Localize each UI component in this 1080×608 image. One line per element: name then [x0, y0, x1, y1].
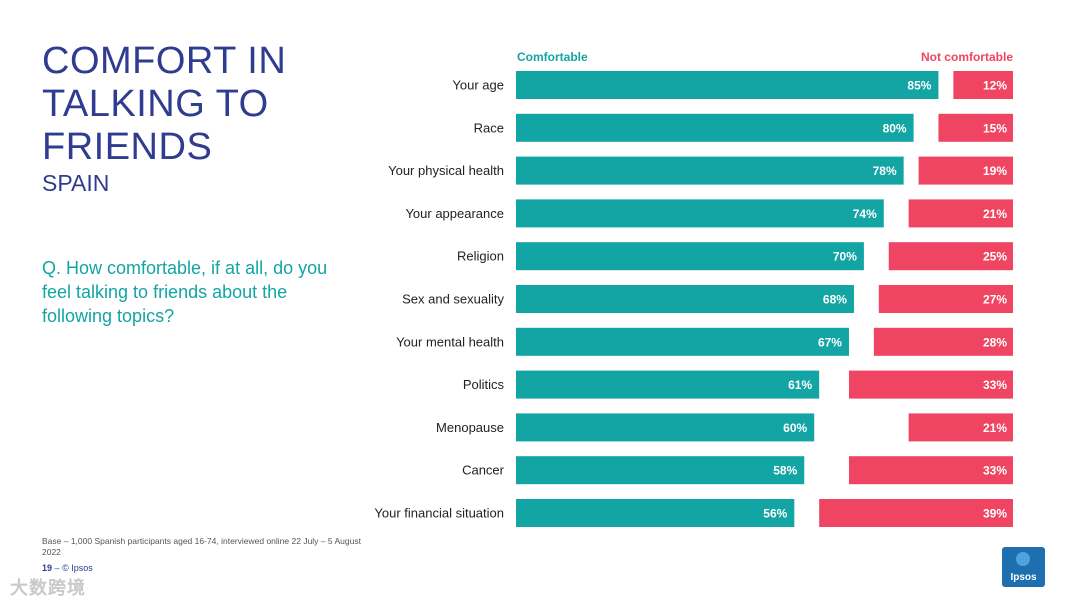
slide-subtitle: SPAIN	[42, 170, 110, 196]
comfortable-value-label: 85%	[907, 79, 931, 93]
slide-title: COMFORT IN TALKING TO FRIENDS	[42, 40, 287, 168]
category-label: Your physical health	[388, 163, 504, 178]
comfortable-value-label: 56%	[763, 507, 787, 521]
comfortable-bar	[516, 456, 805, 485]
page-number: 19	[42, 563, 53, 573]
category-label: Religion	[457, 249, 504, 264]
not-comfortable-bar	[938, 113, 1013, 142]
not-comfortable-value-label: 28%	[983, 335, 1007, 349]
not-comfortable-bar	[918, 156, 1013, 185]
not-comfortable-value-label: 19%	[983, 164, 1007, 178]
ipsos-logo: Ipsos	[1002, 547, 1045, 587]
category-label: Politics	[463, 377, 505, 392]
comfortable-bar	[516, 327, 849, 356]
comfortable-bar	[516, 285, 854, 313]
not-comfortable-value-label: 21%	[983, 207, 1007, 221]
copyright: © Ipsos	[62, 563, 93, 573]
not-comfortable-bar	[848, 370, 1013, 399]
comfortable-bar	[516, 113, 914, 142]
footer-separator: –	[54, 563, 60, 573]
comfortable-bar	[516, 199, 884, 228]
category-label: Menopause	[436, 420, 504, 435]
not-comfortable-bar	[848, 456, 1013, 485]
not-comfortable-bar	[873, 327, 1013, 356]
comfortable-bar	[516, 71, 939, 99]
category-label: Cancer	[462, 463, 505, 478]
comfortable-value-label: 80%	[883, 121, 907, 135]
not-comfortable-bar	[819, 499, 1013, 527]
category-label: Race	[474, 120, 504, 135]
category-label: Your financial situation	[374, 506, 504, 521]
base-note: Base – 1,000 Spanish participants aged 1…	[42, 536, 361, 557]
category-label: Your age	[452, 78, 504, 93]
not-comfortable-value-label: 25%	[983, 250, 1007, 264]
legend-comfortable: Comfortable	[517, 50, 588, 64]
not-comfortable-value-label: 12%	[983, 79, 1007, 93]
comfortable-value-label: 61%	[788, 378, 812, 392]
comfortable-bar	[516, 242, 864, 271]
comfortable-value-label: 67%	[818, 335, 842, 349]
not-comfortable-value-label: 33%	[983, 464, 1007, 478]
comfortable-bar	[516, 156, 904, 185]
comfortable-value-label: 60%	[783, 421, 807, 435]
category-label: Your mental health	[396, 334, 504, 349]
category-label: Sex and sexuality	[402, 292, 504, 307]
comfortable-value-label: 68%	[823, 293, 847, 307]
slide-footer: 19 – © Ipsos	[42, 563, 93, 573]
comfortable-value-label: 74%	[853, 207, 877, 221]
not-comfortable-value-label: 33%	[983, 378, 1007, 392]
comfortable-value-label: 78%	[873, 164, 897, 178]
not-comfortable-bar	[908, 199, 1013, 228]
not-comfortable-value-label: 21%	[983, 421, 1007, 435]
watermark: 大数跨境	[10, 578, 86, 598]
category-label: Your appearance	[405, 206, 504, 221]
comfortable-bar	[516, 413, 815, 442]
not-comfortable-value-label: 15%	[983, 121, 1007, 135]
comfortable-value-label: 70%	[833, 250, 857, 264]
comfortable-bar	[516, 370, 820, 399]
comfortable-bar	[516, 499, 795, 527]
legend-not-comfortable: Not comfortable	[920, 50, 1013, 64]
comfortable-value-label: 58%	[773, 464, 797, 478]
not-comfortable-bar	[953, 71, 1013, 99]
not-comfortable-bar	[908, 413, 1013, 442]
not-comfortable-value-label: 27%	[983, 293, 1007, 307]
not-comfortable-bar	[888, 242, 1013, 271]
not-comfortable-value-label: 39%	[983, 507, 1007, 521]
not-comfortable-bar	[878, 285, 1013, 313]
survey-question: Q. How comfortable, if at all, do you fe…	[42, 258, 328, 326]
